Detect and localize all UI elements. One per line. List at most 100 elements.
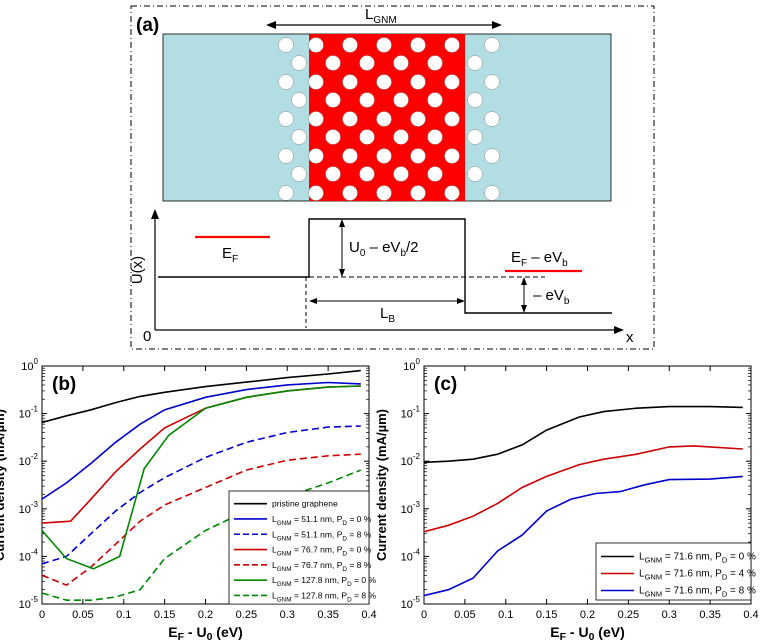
series-line-3 [424,475,743,597]
series-line-6 [42,385,361,570]
barrier-height-arrow [339,219,345,277]
nanomesh-hole [342,37,358,53]
nanomesh-hole [325,166,341,182]
x-tick-label: 0.05 [72,609,93,621]
legend-box [228,490,370,605]
nanomesh-hole [359,129,375,145]
nanomesh-hole [376,37,392,53]
nanomesh-hole [467,92,483,108]
legend-entry-6: LGNM = 127.8 nm, PD = 0 % [272,575,376,588]
nanomesh-hole [410,185,426,201]
nanomesh-hole [325,129,341,145]
legend-entry-3: LGNM = 51.1 nm, PD = 8 % [272,529,372,542]
nanomesh-hole [444,37,460,53]
nanomesh-hole [467,55,483,71]
x-tick-label: 0.05 [454,609,475,621]
legend-entry-1: LGNM = 71.6 nm, PD = 0 % [639,552,756,565]
nanomesh-hole [291,55,307,71]
y-tick-label: 10-5 [19,595,39,611]
x-tick-label: 0.15 [154,609,175,621]
nanomesh-hole [427,55,443,71]
origin-label: 0 [143,328,151,345]
panel-a-border [130,5,655,350]
nanomesh-hole [393,166,409,182]
nanomesh-hole [427,92,443,108]
nanomesh-hole [393,92,409,108]
x-tick-label: 0 [39,609,45,621]
nanomesh-hole [393,129,409,145]
nanomesh-hole [278,37,294,53]
panel-label: (b) [52,374,76,395]
nanomesh-hole [467,129,483,145]
series-line-1 [424,405,743,464]
panel-a-label: (a) [136,15,159,36]
nanomesh-holes [278,37,500,201]
nanomesh-hole [342,148,358,164]
energy-axes [151,209,624,334]
nanomesh-hole [410,37,426,53]
x-axis-label: EF - U0 (eV) [550,624,625,642]
nanomesh-hole [342,111,358,127]
y-tick-label: 10-2 [19,452,39,468]
nanomesh-hole [376,74,392,90]
y-tick-label: 10-5 [401,595,421,611]
legend-entry-2: LGNM = 51.1 nm, PD = 0 % [272,514,372,527]
nanomesh-hole [325,55,341,71]
nanomesh-hole [308,74,324,90]
legend-entry-2: LGNM = 71.6 nm, PD = 4 % [639,569,756,582]
nanomesh-hole [278,74,294,90]
nanomesh-hole [291,166,307,182]
fermi-level-label: EF [222,245,238,265]
y-tick-label: 10-4 [19,547,39,563]
x-tick-label: 0.25 [618,609,639,621]
barrier-height-label: U0 – eVb/2 [349,239,419,259]
x-tick-label: 0.35 [699,609,720,621]
panel-label: (c) [434,374,457,395]
nanomesh-hole [278,185,294,201]
chart-b: 100 10-1 10-2 10-3 10-4 10-50 0.05 0.1 0.15 0.2 0.… [0,357,377,642]
y-tick-label: 10-3 [401,500,421,516]
y-axis-label: Current density (mA/µm) [0,409,7,561]
x-tick-label: 0.3 [662,609,677,621]
nanomesh-hole [484,37,500,53]
biased-fermi-level-label: EF – eVb [511,249,568,269]
y-tick-label: 10-3 [19,500,39,516]
nanomesh-hole [484,185,500,201]
nanomesh-hole [427,166,443,182]
l-gnm-label: LGNM [365,6,397,26]
x-tick-label: 0 [421,609,427,621]
legend-entry-7: LGNM = 127.8 nm, PD = 8 % [272,590,376,603]
x-tick-label: 0.4 [743,609,758,621]
nanomesh-hole [359,92,375,108]
nanomesh-hole [342,74,358,90]
nanomesh-hole [444,111,460,127]
y-tick-label: 100 [21,357,38,373]
series-line-5 [42,453,361,587]
nanomesh-hole [376,111,392,127]
nanomesh-hole [342,185,358,201]
nanomesh-hole [484,74,500,90]
nanomesh-hole [444,185,460,201]
x-tick-label: 0.4 [361,609,376,621]
legend-entry-3: LGNM = 71.6 nm, PD = 8 % [639,586,756,599]
nanomesh-hole [359,166,375,182]
series-line-1 [42,369,361,424]
y-axis-label: Current density (mA/µm) [374,409,389,561]
legend-entry-4: LGNM = 76.7 nm, PD = 0 % [272,545,372,558]
legend-entry-5: LGNM = 76.7 nm, PD = 8 % [272,560,372,573]
nanomesh-hole [308,111,324,127]
x-tick-label: 0.1 [116,609,131,621]
nanomesh-hole [308,185,324,201]
nanomesh-hole [291,129,307,145]
nanomesh-hole [278,111,294,127]
x-tick-label: 0.1 [498,609,513,621]
nanomesh-hole [359,55,375,71]
nanomesh-hole [410,74,426,90]
nanomesh-hole [410,111,426,127]
legend-entry-1: pristine graphene [272,499,338,509]
x-tick-label: 0.15 [536,609,557,621]
nanomesh-hole [308,37,324,53]
bias-drop-label: – eVb [533,287,570,307]
nanomesh-hole [291,92,307,108]
